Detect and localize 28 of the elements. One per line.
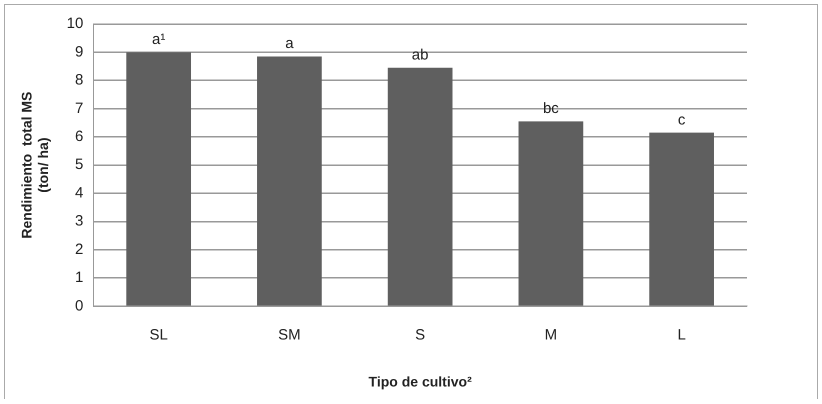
bar: [126, 52, 192, 306]
y-tick-label: 1: [74, 269, 84, 286]
annotation: bc: [542, 100, 560, 117]
annotation: c: [678, 111, 686, 128]
x-tick-label: M: [544, 326, 558, 344]
y-tick-label: 5: [74, 156, 84, 174]
y-tick-label: 6: [74, 128, 84, 146]
y-tick-label: 4: [74, 184, 84, 202]
bar: [388, 68, 452, 306]
bar: [257, 56, 322, 306]
annotation: ab: [412, 46, 428, 64]
annotation: a: [285, 35, 294, 52]
annotation: a¹: [152, 30, 166, 48]
y-axis-title: Rendimiento total MS (ton/ ha): [18, 92, 52, 239]
x-tick-label: S: [415, 326, 426, 344]
x-axis-title: Tipo de cultivo²: [368, 373, 472, 390]
y-tick-label: 8: [74, 72, 84, 89]
y-tick-label: 9: [74, 43, 84, 60]
x-tick-label: SM: [278, 326, 301, 344]
y-tick-label: 7: [74, 100, 84, 117]
y-tick-label: 2: [74, 240, 84, 258]
bar: [649, 132, 714, 306]
y-tick-label: 0: [74, 297, 84, 314]
bar: [518, 121, 584, 306]
y-tick-label: 10: [66, 15, 84, 32]
x-tick-label: L: [677, 326, 686, 344]
y-tick-label: 3: [74, 212, 84, 230]
x-tick-label: SL: [149, 326, 168, 344]
